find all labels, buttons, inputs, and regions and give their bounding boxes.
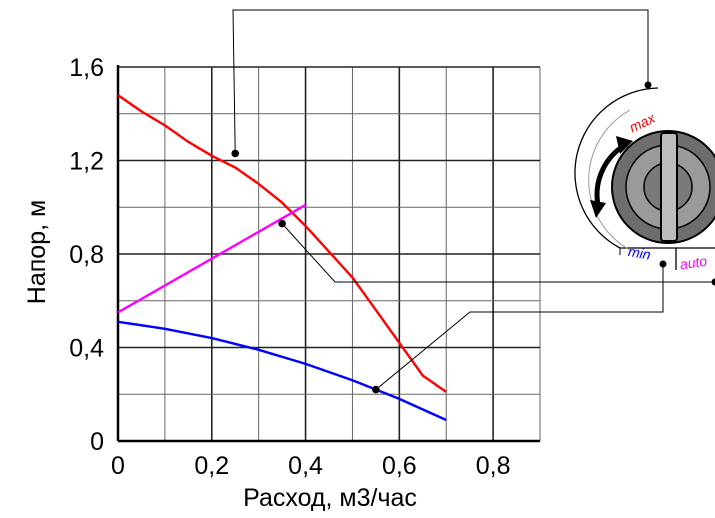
y-axis-title: Напор, м — [23, 200, 51, 304]
y-tick-label: 0 — [90, 428, 104, 456]
x-axis-title: Расход, м3/час — [243, 484, 417, 512]
x-tick-label: 0,4 — [288, 452, 323, 480]
marker-point-auto — [278, 220, 286, 228]
marker-point-min — [372, 386, 380, 394]
series-line-3 — [118, 322, 446, 420]
knob-grip — [661, 133, 677, 241]
chart-series — [118, 95, 446, 420]
y-tick-labels: 0 0,4 0,8 1,2 1,6 — [69, 54, 104, 456]
leader-end-dot-auto — [712, 279, 715, 286]
y-tick-label: 1,2 — [69, 148, 104, 176]
leader-end-dot-max — [645, 82, 652, 89]
chart-grid — [118, 67, 540, 441]
knob-label-max: max — [627, 109, 659, 135]
x-tick-labels: 0 0,2 0,4 0,6 0,8 — [111, 452, 510, 480]
x-tick-label: 0 — [111, 452, 125, 480]
marker-point-max — [231, 150, 239, 158]
leader-end-dot-min — [660, 261, 667, 268]
knob-label-min: min — [627, 243, 652, 263]
speed-selector-knob: max min auto — [575, 88, 715, 272]
rotation-arrow-head-bottom — [590, 200, 606, 218]
y-tick-label: 1,6 — [69, 54, 104, 82]
y-tick-label: 0,4 — [69, 335, 104, 363]
x-tick-label: 0,8 — [476, 452, 511, 480]
x-tick-label: 0,2 — [194, 452, 229, 480]
y-tick-label: 0,8 — [69, 241, 104, 269]
x-tick-label: 0,6 — [382, 452, 417, 480]
knob-label-auto: auto — [679, 253, 708, 273]
